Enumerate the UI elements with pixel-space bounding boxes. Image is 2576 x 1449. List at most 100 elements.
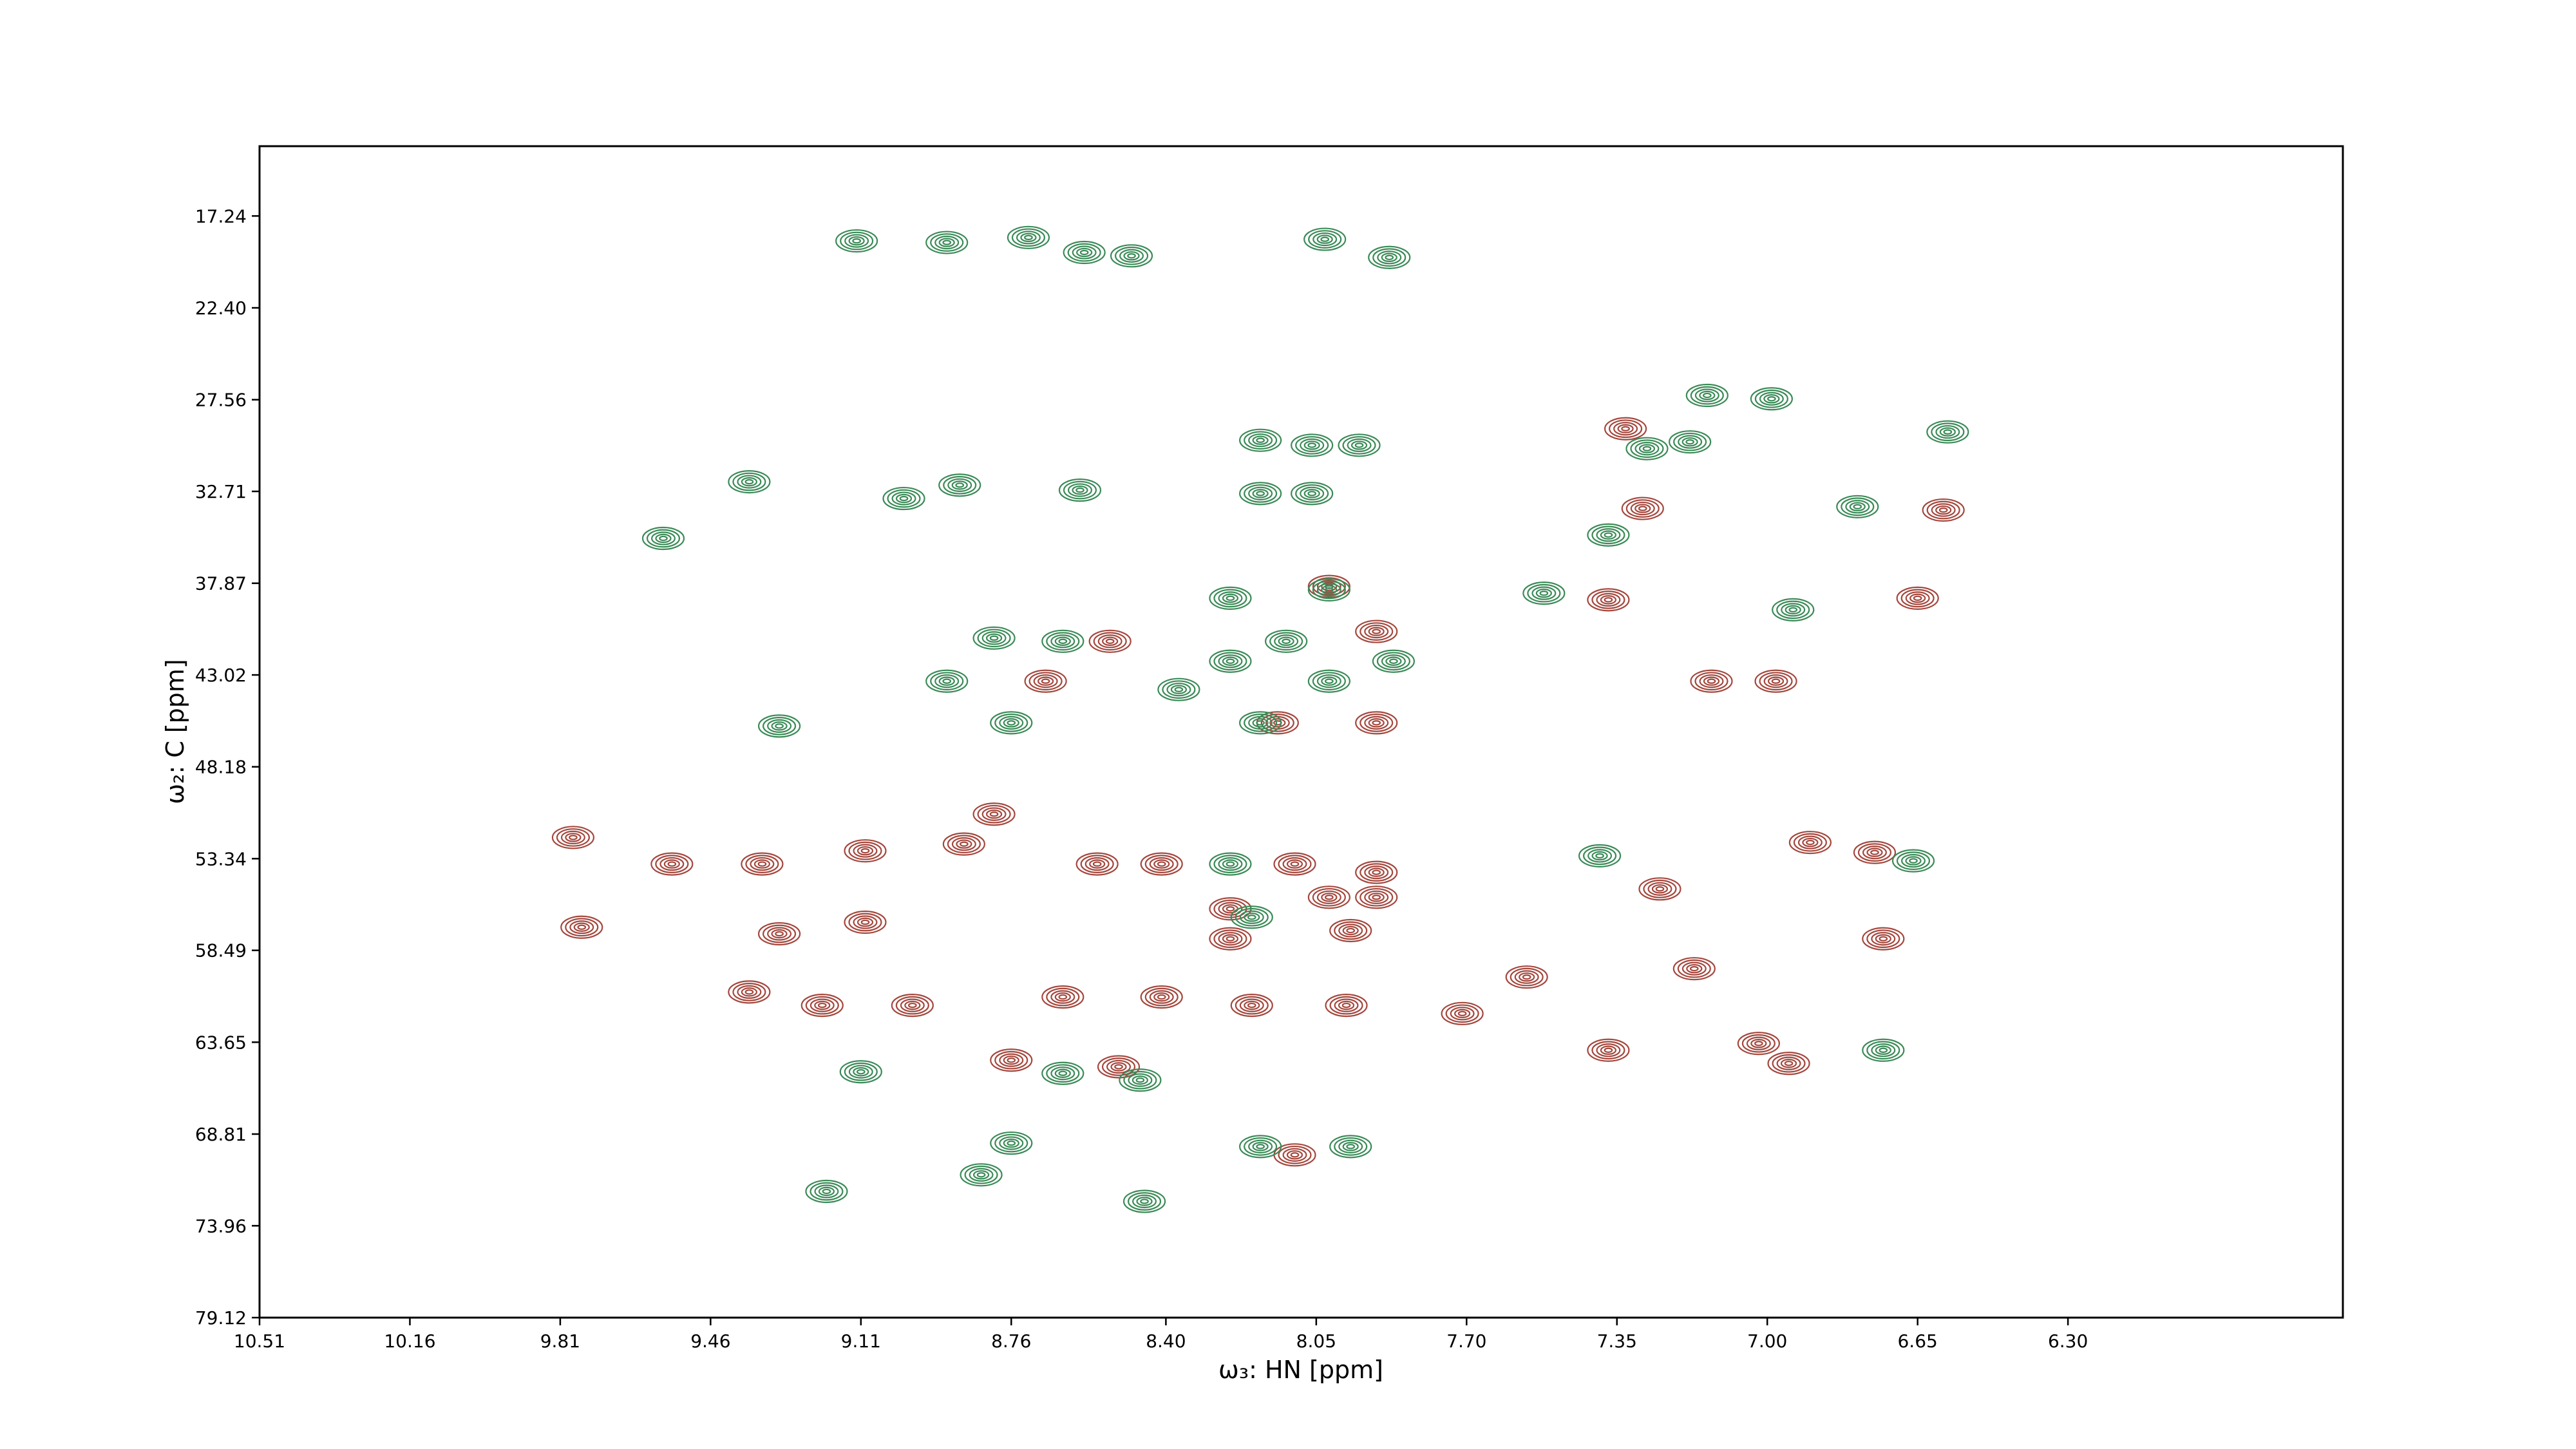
peak-contour	[839, 1060, 882, 1084]
peak-contour	[1836, 495, 1879, 518]
x-tick-label: 8.40	[1146, 1331, 1186, 1352]
peak-contour	[728, 980, 771, 1004]
peak-contour	[925, 231, 969, 254]
y-tick-label: 17.24	[195, 205, 247, 227]
y-axis-label: ω₂: C [ppm]	[161, 659, 189, 804]
peak-contour	[1041, 629, 1084, 653]
peak-contour	[757, 922, 801, 946]
peak-contour	[1007, 225, 1050, 249]
peak-contour	[1157, 677, 1200, 701]
peak-contour	[1372, 649, 1416, 673]
peak-contour	[891, 994, 934, 1018]
y-tick-label: 58.49	[195, 940, 247, 961]
peak-contour	[1862, 1038, 1905, 1062]
peak-contour	[1685, 383, 1728, 408]
peak-contour	[1041, 1061, 1084, 1085]
peak-contour	[1239, 1135, 1282, 1159]
peak-contour	[990, 711, 1033, 735]
x-tick-label: 7.00	[1747, 1331, 1787, 1352]
peak-contour	[1307, 574, 1350, 598]
peak-contour	[1505, 965, 1548, 989]
y-tick-label: 22.40	[195, 298, 247, 319]
y-tick-label: 43.02	[195, 665, 247, 686]
peak-contour	[1355, 620, 1398, 643]
peak-contour	[1891, 849, 1935, 873]
plot-area	[260, 146, 2343, 1318]
peak-contour	[560, 915, 603, 939]
plot-frame	[258, 145, 2344, 1319]
peak-contour	[1587, 1038, 1630, 1062]
peak-contour	[1690, 669, 1733, 693]
peak-contour	[925, 669, 969, 693]
peak-contour	[1140, 852, 1183, 876]
x-tick-label: 7.70	[1446, 1331, 1486, 1352]
peak-contour	[1209, 586, 1252, 610]
peak-contour	[1329, 1135, 1372, 1159]
peak-contour	[1291, 433, 1334, 457]
peak-contour	[1862, 927, 1905, 951]
peak-contour	[1230, 905, 1273, 929]
peak-contour	[990, 1048, 1033, 1072]
peak-contour	[960, 1163, 1003, 1187]
peak-contour	[1307, 669, 1350, 693]
peak-contour	[1441, 1001, 1484, 1025]
peak-contour	[1303, 227, 1347, 251]
peak-contour	[972, 626, 1016, 650]
peak-contour	[1273, 1143, 1316, 1167]
peak-contour	[1853, 840, 1897, 864]
peak-contour	[1788, 831, 1832, 855]
peak-contour	[1338, 433, 1381, 457]
peak-contour	[1587, 588, 1630, 612]
peak-contour	[844, 839, 887, 863]
peak-contour	[1922, 498, 1965, 522]
peak-contour	[1578, 844, 1622, 867]
peak-contour	[1587, 523, 1630, 547]
peak-contour	[1097, 1055, 1141, 1079]
y-tick-label: 73.96	[195, 1215, 247, 1236]
peak-contour	[1088, 629, 1132, 653]
peak-contour	[1325, 994, 1368, 1018]
peak-contour	[1041, 985, 1084, 1009]
peak-contour	[1265, 629, 1308, 653]
x-tick-label: 6.30	[2048, 1331, 2088, 1352]
peak-contour	[1621, 497, 1664, 520]
peak-contour	[1063, 240, 1106, 265]
peak-contour	[1110, 244, 1153, 268]
x-tick-label: 10.51	[234, 1331, 285, 1352]
x-tick-label: 6.65	[1897, 1331, 1937, 1352]
peak-contour	[1239, 711, 1282, 735]
peak-contour	[990, 1131, 1033, 1155]
peak-contour	[1024, 669, 1067, 693]
peak-contour	[1672, 957, 1716, 981]
peak-contour	[741, 852, 784, 876]
x-tick-label: 7.35	[1597, 1331, 1637, 1352]
peak-contour	[1209, 927, 1252, 951]
peak-contour	[882, 486, 925, 511]
peak-contour	[1239, 482, 1282, 506]
x-tick-label: 8.05	[1296, 1331, 1336, 1352]
peak-contour	[1896, 586, 1939, 610]
peak-contour	[1754, 669, 1797, 693]
peak-contour	[1058, 478, 1102, 502]
peak-contour	[1669, 430, 1712, 454]
peak-contour	[835, 229, 878, 253]
peak-contour	[844, 910, 887, 934]
peak-contour	[1256, 711, 1299, 735]
peak-contour	[1209, 852, 1252, 876]
peak-contour	[1604, 417, 1647, 440]
peak-contour	[650, 852, 694, 876]
x-axis-label: ω₃: HN [ppm]	[1218, 1356, 1383, 1384]
peak-contour	[1307, 578, 1350, 601]
y-tick-label: 37.87	[195, 573, 247, 594]
peaks	[551, 225, 1969, 1213]
peak-contour	[551, 826, 595, 849]
peak-contour	[1772, 598, 1815, 621]
y-tick-label: 53.34	[195, 848, 247, 869]
peak-contour	[1750, 387, 1793, 411]
peak-contour	[1119, 1068, 1162, 1092]
peak-contour	[938, 473, 981, 497]
peak-contour	[1638, 877, 1681, 901]
y-tick-label: 63.65	[195, 1032, 247, 1053]
x-tick-label: 9.11	[841, 1331, 881, 1352]
